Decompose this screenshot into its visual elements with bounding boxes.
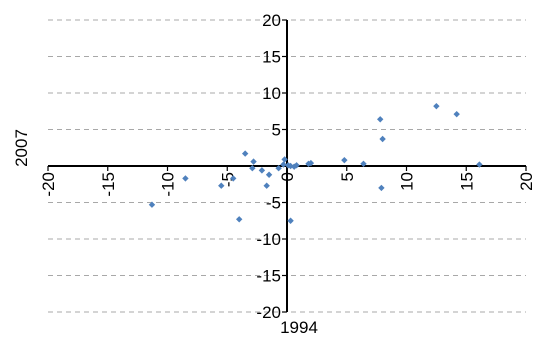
data-point [453, 110, 460, 118]
data-point [433, 102, 440, 110]
data-point [281, 156, 288, 163]
y-axis-label: 2007 [12, 129, 31, 167]
data-point [250, 158, 257, 165]
x-tick-label: 15 [457, 172, 476, 191]
data-point [341, 156, 348, 164]
x-tick-labels: -20 -15 -10 -5 0 5 10 15 20 [39, 172, 536, 197]
data-points [148, 102, 483, 224]
data-point [241, 150, 249, 157]
y-tick-label: -10 [256, 230, 281, 249]
data-point [182, 175, 189, 182]
data-point [265, 171, 273, 178]
data-point [378, 184, 385, 192]
y-tick-labels: -20 -15 -10 -5 5 10 15 20 [256, 11, 281, 322]
data-point [293, 162, 300, 169]
data-point [230, 175, 237, 182]
data-point [148, 201, 156, 208]
data-point [236, 216, 243, 223]
y-tick-label: 10 [262, 84, 281, 103]
data-point [280, 161, 287, 168]
data-point [360, 160, 367, 168]
x-tick-label: -10 [159, 172, 178, 197]
x-tick-label: -20 [39, 172, 58, 197]
data-point [377, 116, 384, 123]
x-tick-label: -15 [99, 172, 118, 197]
y-tick-label: 5 [272, 121, 281, 140]
x-tick-label: 0 [278, 172, 297, 181]
y-tick-label: -20 [256, 303, 281, 322]
x-tick-label: -5 [218, 172, 237, 187]
data-point [249, 164, 256, 172]
y-tick-label: 20 [262, 11, 281, 30]
y-tick-label: 15 [262, 48, 281, 67]
data-point [287, 217, 294, 224]
data-point [476, 161, 483, 168]
data-point [307, 159, 315, 167]
x-tick-label: 5 [338, 172, 357, 181]
x-axis-label: 1994 [280, 318, 318, 337]
data-point [379, 135, 386, 143]
y-tick-label: -15 [256, 267, 281, 286]
y-tick-label: -5 [266, 194, 281, 213]
data-point [263, 182, 270, 189]
x-tick-label: 10 [398, 172, 417, 191]
data-point [218, 182, 225, 189]
data-point [275, 164, 282, 172]
data-point [258, 167, 266, 174]
x-tick-label: 20 [517, 172, 536, 191]
data-point [287, 162, 294, 170]
